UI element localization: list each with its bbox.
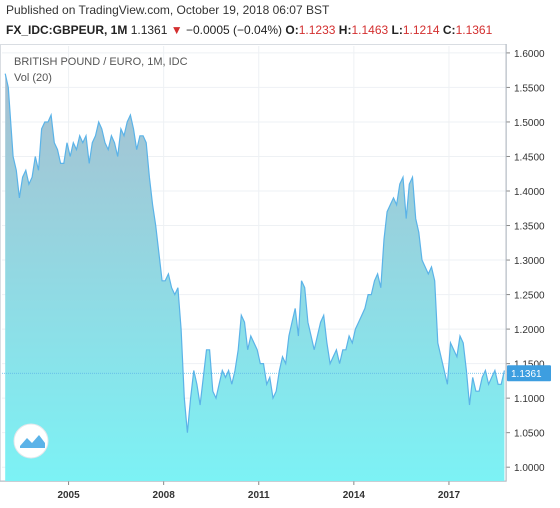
price-chart[interactable]: 1.6000 1.5500 1.5000 1.4500 1.4000 1.3500 1.30… xyxy=(0,44,560,503)
chart-subtitle: Vol (20) xyxy=(14,72,52,84)
x-tick-label: 2017 xyxy=(438,490,461,501)
x-tick-label: 2008 xyxy=(153,490,176,501)
y-tick-label: 1.3500 xyxy=(514,222,545,233)
published-caption: Published on TradingView.com, October 19… xyxy=(6,3,330,17)
series-line xyxy=(4,73,505,433)
tradingview-logo-icon xyxy=(13,423,49,459)
y-tick-label: 1.5500 xyxy=(514,83,545,94)
y-tick-label: 1.3000 xyxy=(514,256,545,267)
down-arrow-icon: ▼ xyxy=(170,23,183,37)
chart-header: Published on TradingView.com, October 19… xyxy=(0,0,560,44)
tradingview-logo-mark xyxy=(20,435,45,448)
x-tick-label: 2014 xyxy=(343,490,366,501)
x-tick-label: 2005 xyxy=(57,490,80,501)
close-label: C: xyxy=(442,23,456,37)
change-value: −0.0005 (−0.04%) xyxy=(185,23,283,37)
y-tick-label: 1.0500 xyxy=(514,429,545,440)
chart-area[interactable]: 1.6000 1.5500 1.5000 1.4500 1.4000 1.3500 1.30… xyxy=(0,44,560,503)
open-label: O: xyxy=(285,23,299,37)
y-tick-label: 1.6000 xyxy=(514,49,545,60)
series-area xyxy=(5,73,505,481)
chart-title: BRITISH POUND / EURO, 1M, IDC xyxy=(14,56,188,68)
y-tick-label: 1.2000 xyxy=(514,325,545,336)
high-label: H: xyxy=(338,23,352,37)
low-value: 1.1214 xyxy=(402,23,440,37)
high-value: 1.1463 xyxy=(351,23,389,37)
y-tick-label: 1.4000 xyxy=(514,187,545,198)
y-tick-label: 1.1500 xyxy=(514,360,545,371)
last-price-tag xyxy=(507,365,551,382)
y-tick-label: 1.0000 xyxy=(514,463,545,474)
open-value: 1.1233 xyxy=(298,23,336,37)
y-tick-label: 1.5000 xyxy=(514,118,545,129)
close-value: 1.1361 xyxy=(455,23,493,37)
low-label: L: xyxy=(391,23,403,37)
last-price-tag-label: 1.1361 xyxy=(511,369,542,380)
symbol-quote-line: FX_IDC:GBPEUR, 1M 1.1361 ▼ −0.0005 (−0.0… xyxy=(6,23,492,37)
symbol-label: FX_IDC:GBPEUR, 1M xyxy=(6,23,128,37)
last-price: 1.1361 xyxy=(130,23,168,37)
x-tick-label: 2011 xyxy=(248,490,270,501)
y-tick-label: 1.1000 xyxy=(514,394,545,405)
y-tick-label: 1.2500 xyxy=(514,291,545,302)
y-tick-label: 1.4500 xyxy=(514,152,545,163)
